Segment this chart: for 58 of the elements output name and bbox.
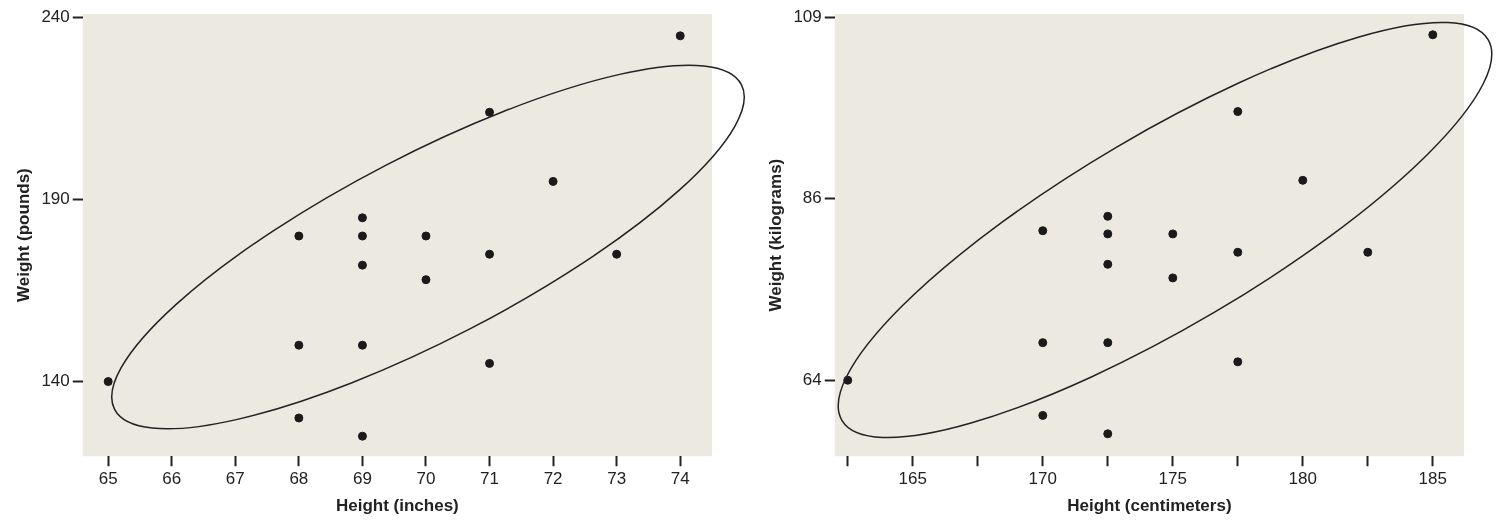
point: [294, 340, 304, 350]
point: [357, 340, 367, 350]
y-tick-label: 64: [802, 369, 822, 389]
point: [1298, 175, 1308, 185]
y-tick-label: 240: [41, 7, 70, 27]
x-tick-label: 71: [480, 469, 499, 489]
x-tick-label: 69: [352, 469, 372, 489]
x-tick-label: 74: [670, 469, 690, 489]
point: [1168, 229, 1178, 239]
point: [357, 260, 367, 270]
point: [1103, 429, 1113, 439]
point: [1233, 247, 1243, 257]
x-tick-label: 180: [1288, 469, 1317, 489]
point: [612, 249, 622, 259]
point: [357, 213, 367, 223]
point: [485, 249, 495, 259]
point: [548, 176, 558, 186]
point: [1103, 229, 1113, 239]
point: [675, 31, 685, 41]
x-tick-label: 72: [543, 469, 563, 489]
x-tick-label: 165: [898, 469, 927, 489]
point: [1363, 247, 1373, 257]
point: [1233, 107, 1243, 117]
point: [1168, 273, 1178, 283]
point: [1038, 338, 1048, 348]
x-tick-label: 175: [1158, 469, 1187, 489]
point: [421, 231, 431, 241]
point: [1038, 226, 1048, 236]
point: [485, 107, 495, 117]
y-tick-label: 109: [793, 6, 822, 26]
y-tick-label: 86: [802, 188, 822, 208]
x-tick-label: 68: [289, 469, 309, 489]
point: [294, 413, 304, 423]
point: [294, 231, 304, 241]
x-tick-label: 185: [1418, 469, 1447, 489]
y-tick-label: 140: [41, 371, 70, 391]
x-tick-label: 73: [607, 469, 627, 489]
point: [1428, 30, 1438, 40]
point: [357, 431, 367, 441]
point: [1233, 357, 1243, 367]
point: [1103, 259, 1113, 269]
point: [1038, 410, 1048, 420]
point: [357, 231, 367, 241]
y-tick-label: 190: [41, 189, 70, 209]
point: [421, 275, 431, 285]
x-tick-label: 65: [98, 469, 118, 489]
x-tick-label: 66: [162, 469, 182, 489]
y-axis-title: Weight (kilograms): [765, 158, 785, 312]
x-axis-title: Height (centimeters): [1067, 496, 1232, 516]
point: [1103, 211, 1113, 221]
y-axis-title: Weight (pounds): [13, 168, 33, 302]
x-axis-title: Height (inches): [335, 496, 459, 516]
point: [1103, 338, 1113, 348]
x-tick-label: 170: [1028, 469, 1057, 489]
point: [485, 358, 495, 368]
x-tick-label: 67: [225, 469, 245, 489]
point: [103, 377, 113, 387]
x-tick-label: 70: [416, 469, 436, 489]
